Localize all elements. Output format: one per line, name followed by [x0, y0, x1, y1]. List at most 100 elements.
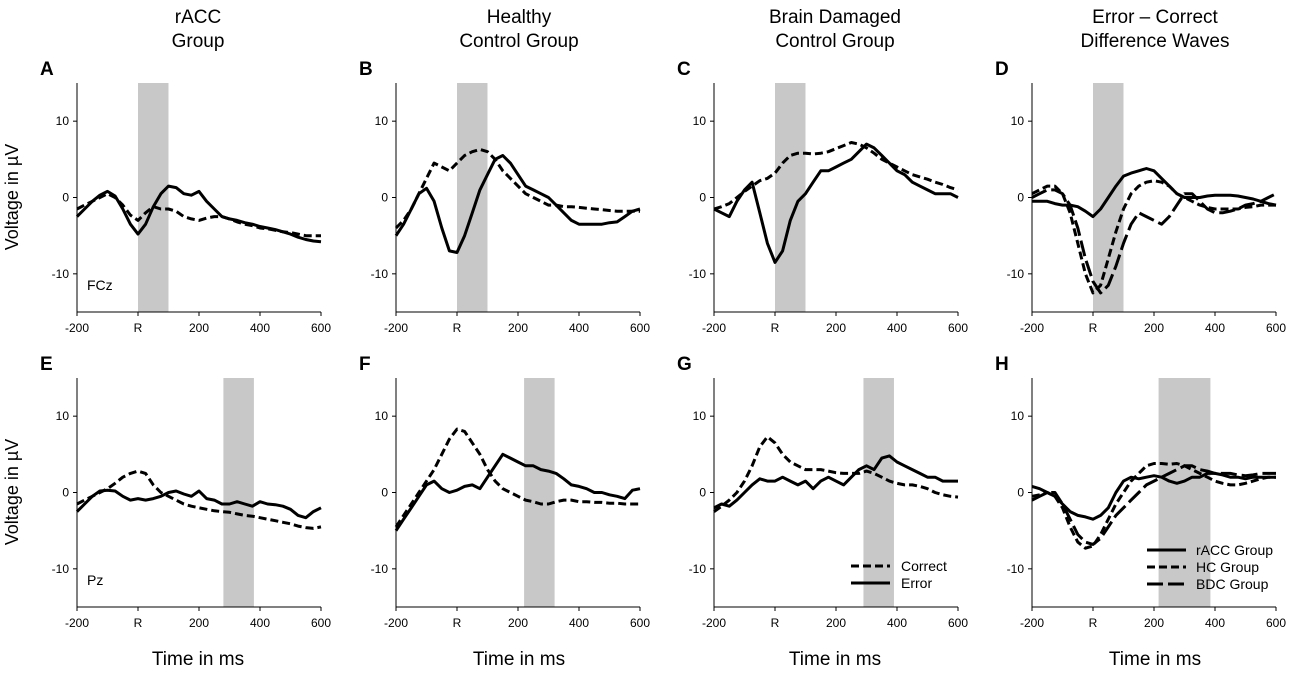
panel-g-xtick-label: 600: [948, 616, 968, 630]
panel-b-xtick-label: 600: [630, 321, 650, 335]
panel-f-xtick-label: 200: [508, 616, 528, 630]
panel-d-ytick-label: 10: [1011, 114, 1025, 128]
panel-g-series-correct: [713, 435, 959, 513]
panel-h-xtick-label: 600: [1266, 616, 1286, 630]
legend-error-label: Error: [901, 575, 932, 591]
panel-a-shade-window: [138, 83, 169, 312]
panel-g-ytick-label: -10: [689, 562, 707, 576]
panel-d-series-bdc-group: [1031, 188, 1277, 295]
panel-b-ytick-label: 0: [381, 191, 388, 205]
panel-b-series-correct: [394, 147, 640, 230]
panel-a-ytick-label: 0: [62, 191, 69, 205]
panel-e: 10 0 -10 -200 R 200 400 600 E Pz: [40, 354, 331, 630]
panel-g-letter: G: [677, 354, 692, 375]
panel-a: 10 0 -10 -200 R 200 400 600 A FCz: [40, 59, 331, 335]
panel-h-xtick-label: 200: [1144, 616, 1164, 630]
panel-b-xtick-label: 400: [569, 321, 589, 335]
panel-b: 10 0 -10 -200 R 200 400 600 B: [359, 59, 650, 335]
panel-h-series-racc-group: [1031, 471, 1276, 521]
panel-f-xtick-label: 400: [569, 616, 589, 630]
panel-c-ytick-label: -10: [689, 267, 707, 281]
panel-f-xtick-label: -200: [384, 616, 408, 630]
x-axis-label-col-1: Time in ms: [152, 649, 244, 670]
panel-f-xtick-label: 600: [630, 616, 650, 630]
panel-e-xtick-label: 400: [250, 616, 270, 630]
panel-g-xtick-label: R: [771, 616, 780, 630]
y-axis-label-row-2: Voltage in µV: [2, 439, 22, 545]
column-title-1-line-2: Group: [172, 31, 225, 52]
panel-e-letter: E: [40, 354, 53, 375]
x-axis-label-col-3: Time in ms: [789, 649, 881, 670]
column-title-3-line-2: Control Group: [775, 31, 894, 52]
panel-a-xtick-label: -200: [65, 321, 89, 335]
panel-e-xtick-label: 600: [311, 616, 331, 630]
panel-g-series-error: [713, 454, 958, 510]
panel-h-ytick-label: -10: [1007, 562, 1025, 576]
panel-e-ytick-label: 10: [56, 409, 70, 423]
panel-g-ytick-label: 0: [699, 486, 706, 500]
panel-h-letter: H: [995, 354, 1009, 375]
panel-g-xtick-label: 200: [826, 616, 846, 630]
panel-f-ytick-label: -10: [371, 562, 389, 576]
panel-g-shade-window: [863, 378, 894, 607]
panel-h-ytick-label: 10: [1011, 409, 1025, 423]
panel-d-xtick-label: 200: [1144, 321, 1164, 335]
column-title-4-line-2: Difference Waves: [1081, 31, 1230, 52]
panel-b-letter: B: [359, 59, 373, 80]
panel-d-xtick-label: 600: [1266, 321, 1286, 335]
panel-f-series-correct: [394, 427, 640, 528]
legend-hc-label: HC Group: [1196, 559, 1259, 575]
panel-f-letter: F: [359, 354, 371, 375]
x-axis-label-col-4: Time in ms: [1109, 649, 1201, 670]
panel-c-xtick-label: 400: [887, 321, 907, 335]
panel-a-letter: A: [40, 59, 54, 80]
legend-bdc-label: BDC Group: [1196, 576, 1269, 592]
panel-h-ytick-label: 0: [1017, 486, 1024, 500]
panel-f-shade-window: [524, 378, 555, 607]
panel-e-xtick-label: R: [134, 616, 143, 630]
panel-f-xtick-label: R: [453, 616, 462, 630]
panel-a-xtick-label: 400: [250, 321, 270, 335]
panel-e-xtick-label: 200: [189, 616, 209, 630]
panel-h-series-hc-group: [1031, 462, 1276, 550]
panel-a-xtick-label: 200: [189, 321, 209, 335]
panel-e-shade-window: [223, 378, 254, 607]
column-title-3-line-1: Brain Damaged: [769, 7, 901, 28]
panel-f-series-error: [394, 452, 641, 532]
panel-a-channel-label: FCz: [87, 277, 113, 293]
panel-h-xtick-label: R: [1089, 616, 1098, 630]
panel-e-ytick-label: 0: [62, 486, 69, 500]
panel-a-xtick-label: 600: [311, 321, 331, 335]
panel-d-series-hc-group: [1031, 179, 1276, 295]
panel-e-xtick-label: -200: [65, 616, 89, 630]
panel-e-series-correct: [76, 469, 322, 530]
panel-d-xtick-label: R: [1089, 321, 1098, 335]
x-axis-label-col-2: Time in ms: [473, 649, 565, 670]
panel-h-shade-window: [1158, 378, 1211, 607]
panel-c-xtick-label: -200: [702, 321, 726, 335]
panel-h-xtick-label: -200: [1020, 616, 1044, 630]
panel-c-series-correct: [713, 141, 959, 211]
panel-b-series-error: [394, 154, 641, 254]
panel-g-xtick-label: 400: [887, 616, 907, 630]
panel-e-series-error: [75, 488, 322, 520]
panel-h-series-bdc-group: [1031, 464, 1276, 546]
panel-f: 10 0 -10 -200 R 200 400 600 F: [359, 354, 650, 630]
panel-d-letter: D: [995, 59, 1009, 80]
panel-f-ytick-label: 0: [381, 486, 388, 500]
panel-b-ytick-label: -10: [371, 267, 389, 281]
panel-a-series-correct: [76, 192, 321, 238]
panel-c: 10 0 -10 -200 R 200 400 600 C: [677, 59, 968, 335]
panel-b-ytick-label: 10: [375, 114, 389, 128]
legend-racc-label: rACC Group: [1196, 542, 1273, 558]
panel-a-xtick-label: R: [134, 321, 143, 335]
panel-a-ytick-label: -10: [52, 267, 70, 281]
panel-c-xtick-label: 600: [948, 321, 968, 335]
panel-f-ytick-label: 10: [375, 409, 389, 423]
column-title-2-line-1: Healthy: [487, 7, 552, 28]
panel-h-xtick-label: 400: [1205, 616, 1225, 630]
panel-g: 10 0 -10 -200 R 200 400 600 G: [677, 354, 968, 630]
panel-e-ytick-label: -10: [52, 562, 70, 576]
panel-d-ytick-label: 0: [1017, 191, 1024, 205]
panel-g-ytick-label: 10: [693, 409, 707, 423]
